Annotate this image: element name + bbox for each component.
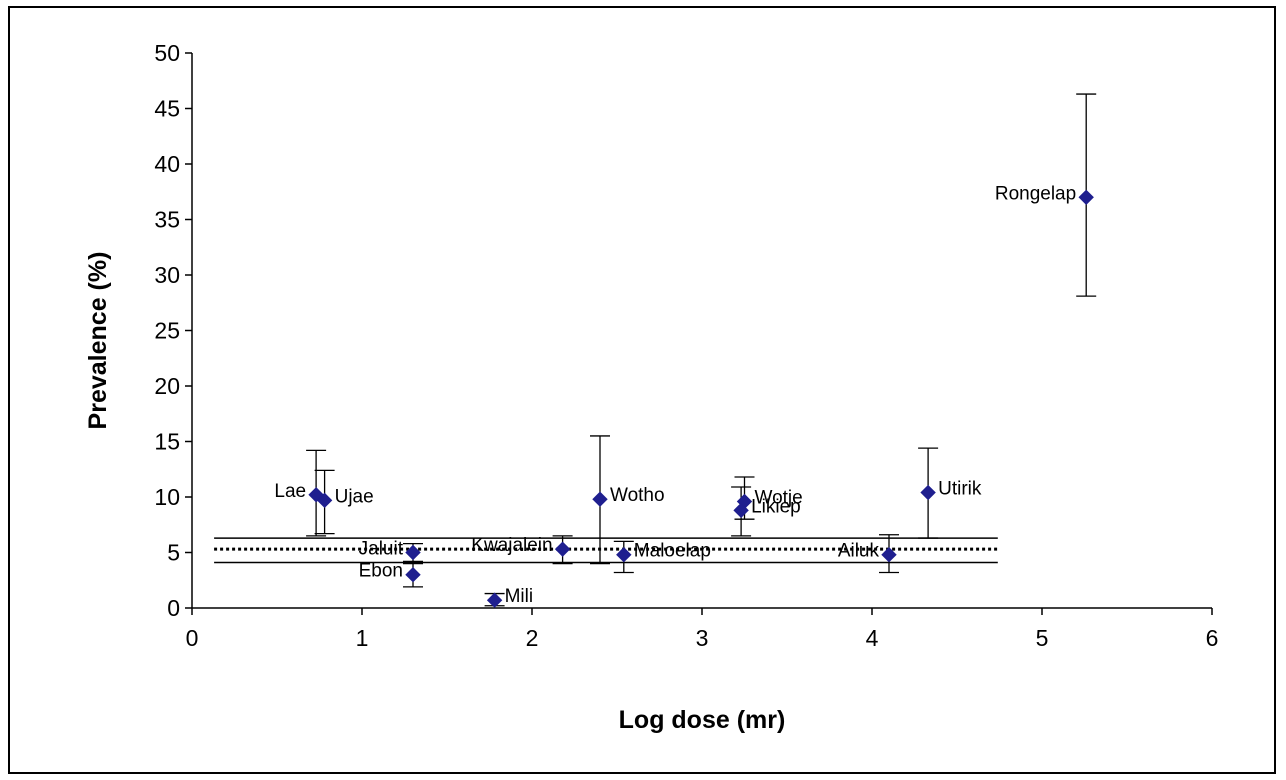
y-tick-label: 35: [154, 207, 180, 233]
point-label: Rongelap: [995, 183, 1076, 204]
x-tick-label: 2: [526, 625, 539, 651]
chart-frame: [8, 6, 1276, 774]
x-tick-label: 5: [1036, 625, 1049, 651]
y-ticks: 0 5 10 15 20 25 30 35 40 45 50: [154, 40, 192, 621]
point-label: Wotje: [755, 487, 803, 508]
point-label: Ebon: [359, 561, 403, 582]
y-tick-label: 30: [154, 262, 180, 288]
data-point: [881, 547, 897, 563]
data-point: [616, 547, 632, 563]
x-axis-title: Log dose (mr): [619, 706, 786, 734]
y-tick-label: 45: [154, 96, 180, 122]
y-tick-label: 5: [167, 540, 180, 566]
data-point: [920, 484, 936, 501]
y-tick-label: 0: [167, 595, 180, 621]
data-point: [405, 566, 421, 583]
data-point: [592, 491, 608, 507]
point-label: Mili: [505, 586, 533, 607]
x-tick-label: 3: [696, 625, 709, 651]
y-tick-label: 25: [154, 318, 180, 344]
point-label: Wotho: [610, 485, 665, 506]
y-tick-label: 20: [154, 373, 180, 399]
data-point: [405, 544, 421, 561]
error-bars: [306, 93, 1097, 607]
y-tick-label: 40: [154, 151, 180, 177]
data-point: [486, 592, 503, 608]
y-axis-title: Prevalence (%): [84, 252, 112, 430]
x-tick-label: 1: [356, 625, 369, 651]
point-label: Ujae: [335, 486, 374, 507]
data-point: [733, 502, 749, 519]
point-label: Kwajalein: [471, 535, 552, 556]
data-markers: [308, 189, 1094, 608]
point-label: Likiep: [751, 496, 801, 517]
y-tick-label: 50: [154, 40, 180, 66]
data-point: [554, 541, 571, 557]
reference-lines: [214, 537, 998, 564]
point-label: Ailuk: [838, 541, 880, 562]
point-label: Utirik: [938, 479, 982, 500]
data-point: [316, 492, 333, 509]
y-tick-label: 15: [154, 429, 180, 455]
axes: [191, 53, 1212, 609]
x-ticks: 0 1 2 3 4 5 6: [186, 608, 1219, 651]
x-tick-label: 4: [866, 625, 879, 651]
point-label: Maloelap: [634, 541, 711, 562]
point-label: Lae: [274, 481, 306, 502]
data-point: [1078, 189, 1094, 206]
y-tick-label: 10: [154, 484, 180, 510]
x-tick-label: 6: [1206, 625, 1219, 651]
point-label: Jaluit: [359, 539, 404, 560]
x-tick-label: 0: [186, 625, 199, 651]
